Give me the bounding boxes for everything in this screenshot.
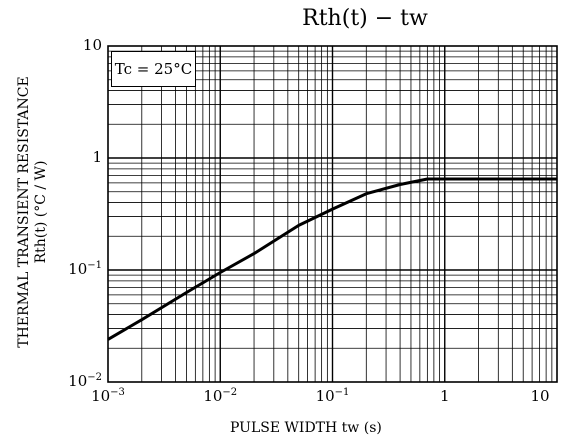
y-axis-label-line-2: Rth(t) (°C / W): [33, 160, 49, 264]
condition-annotation: Tc = 25°C: [111, 51, 196, 87]
condition-text: Tc = 25°C: [114, 60, 193, 78]
x-tick-label: 1: [439, 387, 450, 405]
x-tick-label: 10: [530, 387, 550, 405]
series-line-0: [107, 177, 557, 341]
y-tick-label: 10−2: [68, 372, 102, 390]
series-layer: [107, 177, 557, 341]
x-tick-label: 10−3: [91, 387, 125, 405]
y-tick-label: 1: [92, 148, 102, 166]
grid: [108, 46, 557, 382]
x-tick-label: 10−1: [315, 387, 350, 405]
y-tick-label: 10: [82, 36, 102, 54]
x-tick-label: 10−2: [203, 387, 238, 405]
chart-title: Rth(t) − tw: [302, 6, 428, 31]
y-tick-label: 10−1: [68, 260, 102, 278]
y-axis-label-line-1: THERMAL TRANSIENT RESISTANCE: [16, 76, 32, 348]
x-axis-label: PULSE WIDTH tw (s): [230, 420, 382, 436]
plot-frame: [107, 45, 558, 383]
